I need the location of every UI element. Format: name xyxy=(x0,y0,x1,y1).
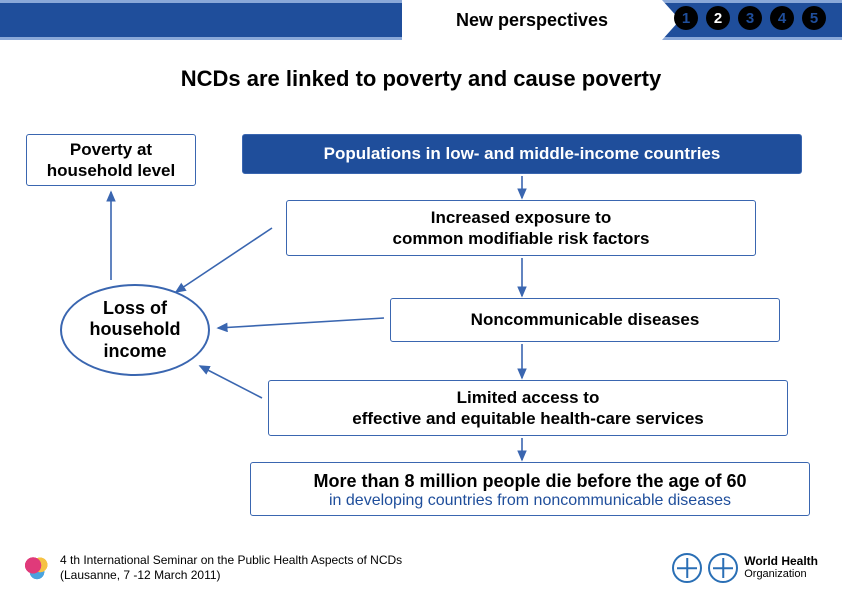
nav-dot-4[interactable]: 4 xyxy=(770,6,794,30)
nav-dots: 1 2 3 4 5 xyxy=(674,6,826,30)
conference-logo-icon xyxy=(24,555,50,581)
nav-dot-1[interactable]: 1 xyxy=(674,6,698,30)
footer-citation: 4 th International Seminar on the Public… xyxy=(60,553,402,583)
who-text-top: World Health xyxy=(744,554,818,568)
who-emblem-icon xyxy=(672,553,702,583)
who-logo: World Health Organization xyxy=(672,553,818,583)
box-access: Limited access toeffective and equitable… xyxy=(268,380,788,436)
nav-dot-3[interactable]: 3 xyxy=(738,6,762,30)
box-ncd: Noncommunicable diseases xyxy=(390,298,780,342)
box-populations: Populations in low- and middle-income co… xyxy=(242,134,802,174)
footer: 4 th International Seminar on the Public… xyxy=(24,553,818,583)
footer-line1: 4 th International Seminar on the Public… xyxy=(60,553,402,568)
slide-title: NCDs are linked to poverty and cause pov… xyxy=(0,66,842,92)
who-emblem-icon xyxy=(708,553,738,583)
header-section-label: New perspectives xyxy=(402,0,662,40)
outcome-line2: in developing countries from noncommunic… xyxy=(265,492,795,510)
box-poverty-household: Poverty athousehold level xyxy=(26,134,196,186)
box-exposure: Increased exposure tocommon modifiable r… xyxy=(286,200,756,256)
nav-dot-2[interactable]: 2 xyxy=(706,6,730,30)
ellipse-loss-income: Loss ofhouseholdincome xyxy=(60,284,210,376)
nav-dot-5[interactable]: 5 xyxy=(802,6,826,30)
outcome-line1: More than 8 million people die before th… xyxy=(265,471,795,492)
box-outcome: More than 8 million people die before th… xyxy=(250,462,810,516)
footer-line2: (Lausanne, 7 -12 March 2011) xyxy=(60,568,402,583)
who-text-bottom: Organization xyxy=(744,568,806,580)
